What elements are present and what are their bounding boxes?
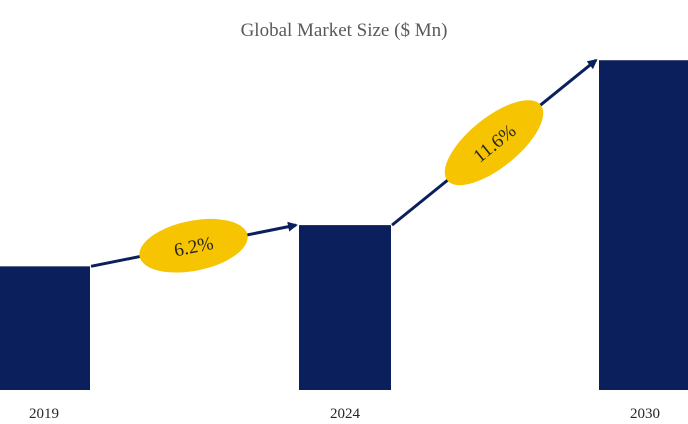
x-tick-label: 2019 [29, 406, 59, 422]
bars-group [0, 60, 688, 390]
growth-arrows-group: 6.2% 11.6% [90, 58, 598, 273]
bar-2024 [299, 225, 391, 390]
cagr-badge-shape [444, 100, 544, 186]
cagr-badge: 6.2% [139, 218, 248, 273]
bar-2019 [0, 266, 90, 390]
x-tick-label: 2024 [330, 406, 361, 422]
bar-2030 [599, 60, 688, 390]
chart-title: Global Market Size ($ Mn) [241, 20, 448, 41]
cagr-badge-shape [139, 218, 248, 273]
x-axis-ticks-group: 2019 2024 2030 [29, 406, 660, 422]
x-tick-label: 2030 [630, 406, 660, 422]
cagr-badge: 11.6% [444, 100, 544, 186]
